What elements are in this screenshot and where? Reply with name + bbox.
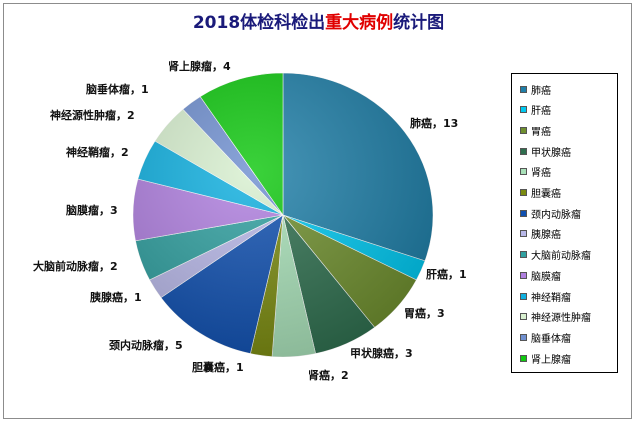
legend-label-3: 胃癌	[531, 126, 551, 138]
data-label-5: 肾癌，2	[308, 368, 349, 382]
legend-swatch-12	[520, 313, 527, 321]
legend-swatch-2	[520, 106, 527, 114]
legend-item-2: 肝癌	[520, 103, 551, 117]
legend-label-6: 胆囊癌	[531, 189, 561, 200]
chart-title: 2018体检科检出重大病例统计图	[0, 8, 637, 33]
data-label-14: 肾上腺瘤，4	[168, 59, 231, 73]
legend-swatch-11	[520, 292, 527, 300]
title-part-2: 重大病例	[325, 13, 394, 33]
data-label-3: 胃癌，3	[404, 306, 445, 320]
data-label-10: 脑膜瘤，3	[66, 203, 118, 217]
data-label-2: 肝癌，1	[426, 267, 467, 281]
legend-label-7: 颈内动脉瘤	[531, 209, 581, 221]
legend-item-3: 胃癌	[520, 123, 551, 138]
legend-label-2: 肝癌	[531, 106, 551, 118]
data-label-6: 胆囊癌，1	[192, 360, 244, 374]
legend-item-7: 颈内动脉瘤	[520, 206, 581, 221]
data-label-4: 甲状腺癌，3	[350, 346, 413, 360]
legend-item-6: 胆囊癌	[520, 186, 561, 200]
legend-label-1: 肺癌	[531, 85, 551, 97]
legend-item-5: 肾癌	[520, 165, 551, 179]
legend-label-12: 神经源性肿瘤	[531, 313, 591, 325]
legend-item-12: 神经源性肿瘤	[520, 310, 591, 324]
legend-item-1: 肺癌	[520, 82, 551, 97]
legend-swatch-14	[520, 354, 527, 362]
legend: 肺癌肝癌胃癌甲状腺癌肾癌胆囊癌颈内动脉瘤胰腺癌大脑前动脉瘤 脑膜瘤神经鞘瘤神经源性…	[511, 73, 618, 373]
legend-item-13: 脑垂体瘤	[520, 330, 571, 345]
legend-label-9: 大脑前动脉瘤	[531, 251, 591, 263]
data-label-9: 大脑前动脉瘤，2	[33, 259, 118, 273]
legend-label-4: 甲状腺癌	[531, 147, 571, 159]
legend-item-9: 大脑前动脉瘤	[520, 248, 591, 262]
legend-swatch-6	[520, 189, 527, 196]
legend-item-4: 甲状腺癌	[520, 144, 571, 159]
data-label-7: 颈内动脉瘤，5	[109, 338, 183, 352]
legend-swatch-9	[520, 251, 527, 259]
data-label-1: 肺癌，13	[410, 116, 458, 130]
data-label-11: 神经鞘瘤，2	[66, 145, 129, 159]
legend-item-11: 神经鞘瘤	[520, 289, 571, 304]
legend-label-14: 肾上腺瘤	[531, 354, 571, 366]
legend-item-8: 胰腺癌	[520, 227, 561, 241]
legend-swatch-1	[520, 85, 527, 93]
legend-swatch-8	[520, 230, 527, 238]
data-label-13: 脑垂体瘤，1	[86, 82, 149, 96]
legend-swatch-5	[520, 168, 527, 176]
legend-swatch-4	[520, 147, 527, 155]
legend-swatch-3	[520, 126, 527, 134]
legend-label-8: 胰腺癌	[531, 230, 561, 242]
title-part-1: 2018体检科检出	[192, 13, 326, 33]
legend-swatch-13	[520, 333, 527, 341]
title-part-3: 统计图	[393, 13, 445, 33]
legend-swatch-7	[520, 209, 527, 217]
legend-swatch-10	[520, 271, 527, 279]
legend-item-14: 肾上腺瘤	[520, 351, 571, 366]
data-label-12: 神经源性肿瘤，2	[50, 108, 135, 122]
legend-label-10: 脑膜瘤	[531, 271, 561, 283]
data-label-8: 胰腺癌，1	[89, 290, 142, 304]
legend-label-11: 神经鞘瘤	[531, 292, 571, 304]
legend-label-5: 肾癌	[531, 168, 551, 180]
legend-item-10: 脑膜瘤	[520, 268, 561, 283]
legend-label-13: 脑垂体瘤	[531, 333, 571, 345]
